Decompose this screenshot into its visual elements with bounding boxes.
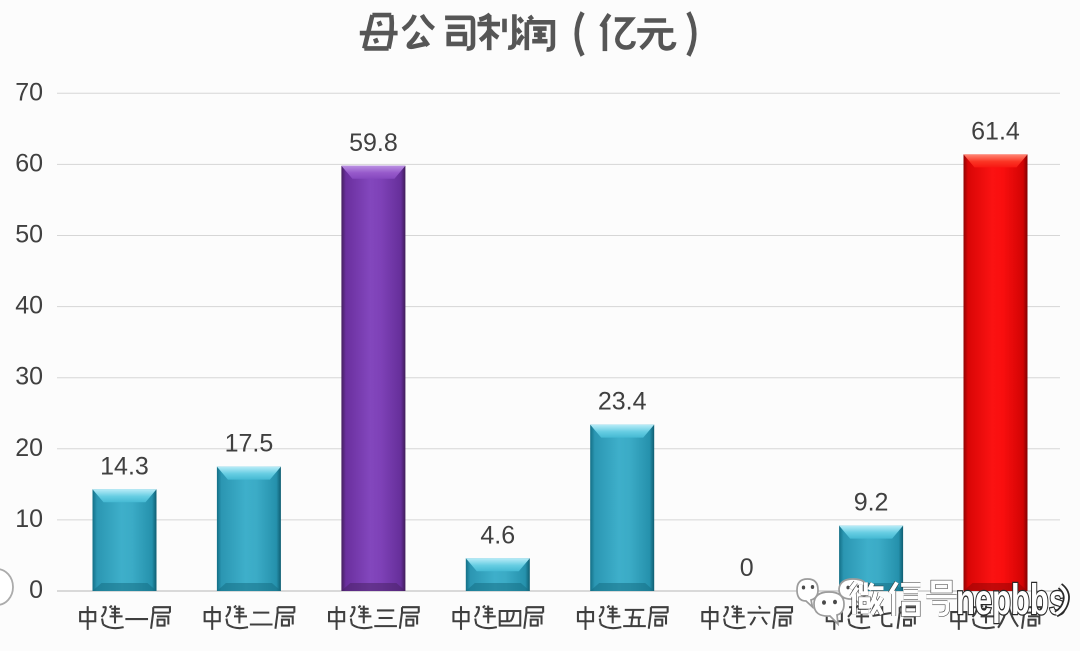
svg-text:14.3: 14.3 <box>100 452 149 480</box>
svg-text:10: 10 <box>15 505 43 533</box>
svg-text:0: 0 <box>740 554 754 582</box>
svg-text:59.8: 59.8 <box>349 129 398 157</box>
svg-text:nepbbs: nepbbs <box>956 575 1066 623</box>
svg-text:60: 60 <box>15 149 43 177</box>
svg-text:40: 40 <box>15 292 43 320</box>
svg-text:23.4: 23.4 <box>598 388 647 416</box>
svg-text:0: 0 <box>29 576 43 604</box>
svg-text:17.5: 17.5 <box>225 430 274 458</box>
svg-text:4.6: 4.6 <box>480 521 515 549</box>
svg-text:61.4: 61.4 <box>971 117 1020 145</box>
svg-text:20: 20 <box>15 434 43 462</box>
svg-text:50: 50 <box>15 221 43 249</box>
svg-text:30: 30 <box>15 363 43 391</box>
svg-text:9.2: 9.2 <box>854 489 889 517</box>
svg-text:70: 70 <box>15 78 43 106</box>
